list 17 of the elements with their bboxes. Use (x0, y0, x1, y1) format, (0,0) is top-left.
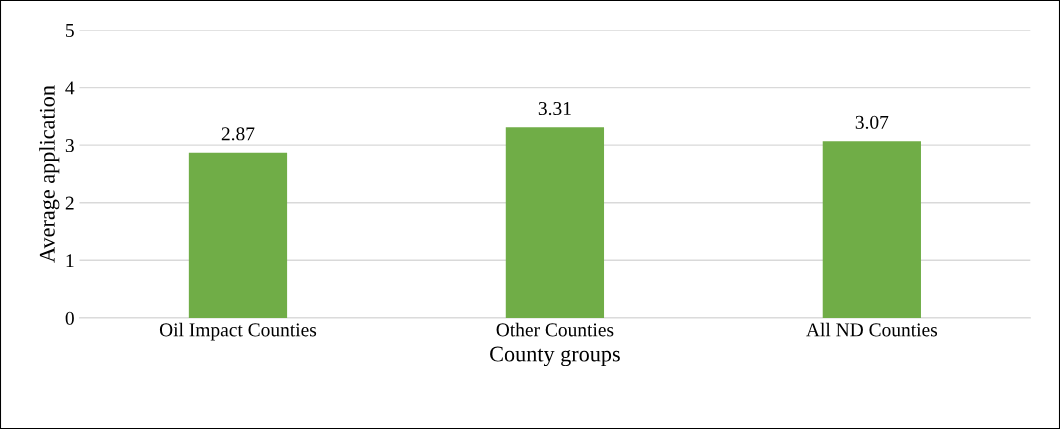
x-axis-title: County groups (490, 346, 620, 367)
data-label: 3.07 (855, 115, 889, 129)
y-tick-label: 0 (65, 311, 74, 325)
y-tick-label: 4 (65, 81, 75, 95)
bar (188, 152, 288, 318)
bar (822, 141, 921, 318)
y-axis-title: Average application (39, 85, 60, 263)
y-tick-label: 5 (66, 24, 74, 37)
data-label: 2.87 (221, 127, 255, 141)
x-tick-label: Other Counties (496, 322, 614, 337)
bar (505, 127, 605, 318)
y-tick-label: 1 (66, 254, 74, 268)
x-tick-label: All ND Counties (806, 322, 938, 337)
y-tick-label: 3 (65, 139, 74, 153)
x-tick-label: Oil Impact Counties (159, 322, 317, 341)
data-label: 3.31 (538, 101, 571, 116)
y-tick-label: 2 (65, 196, 74, 210)
